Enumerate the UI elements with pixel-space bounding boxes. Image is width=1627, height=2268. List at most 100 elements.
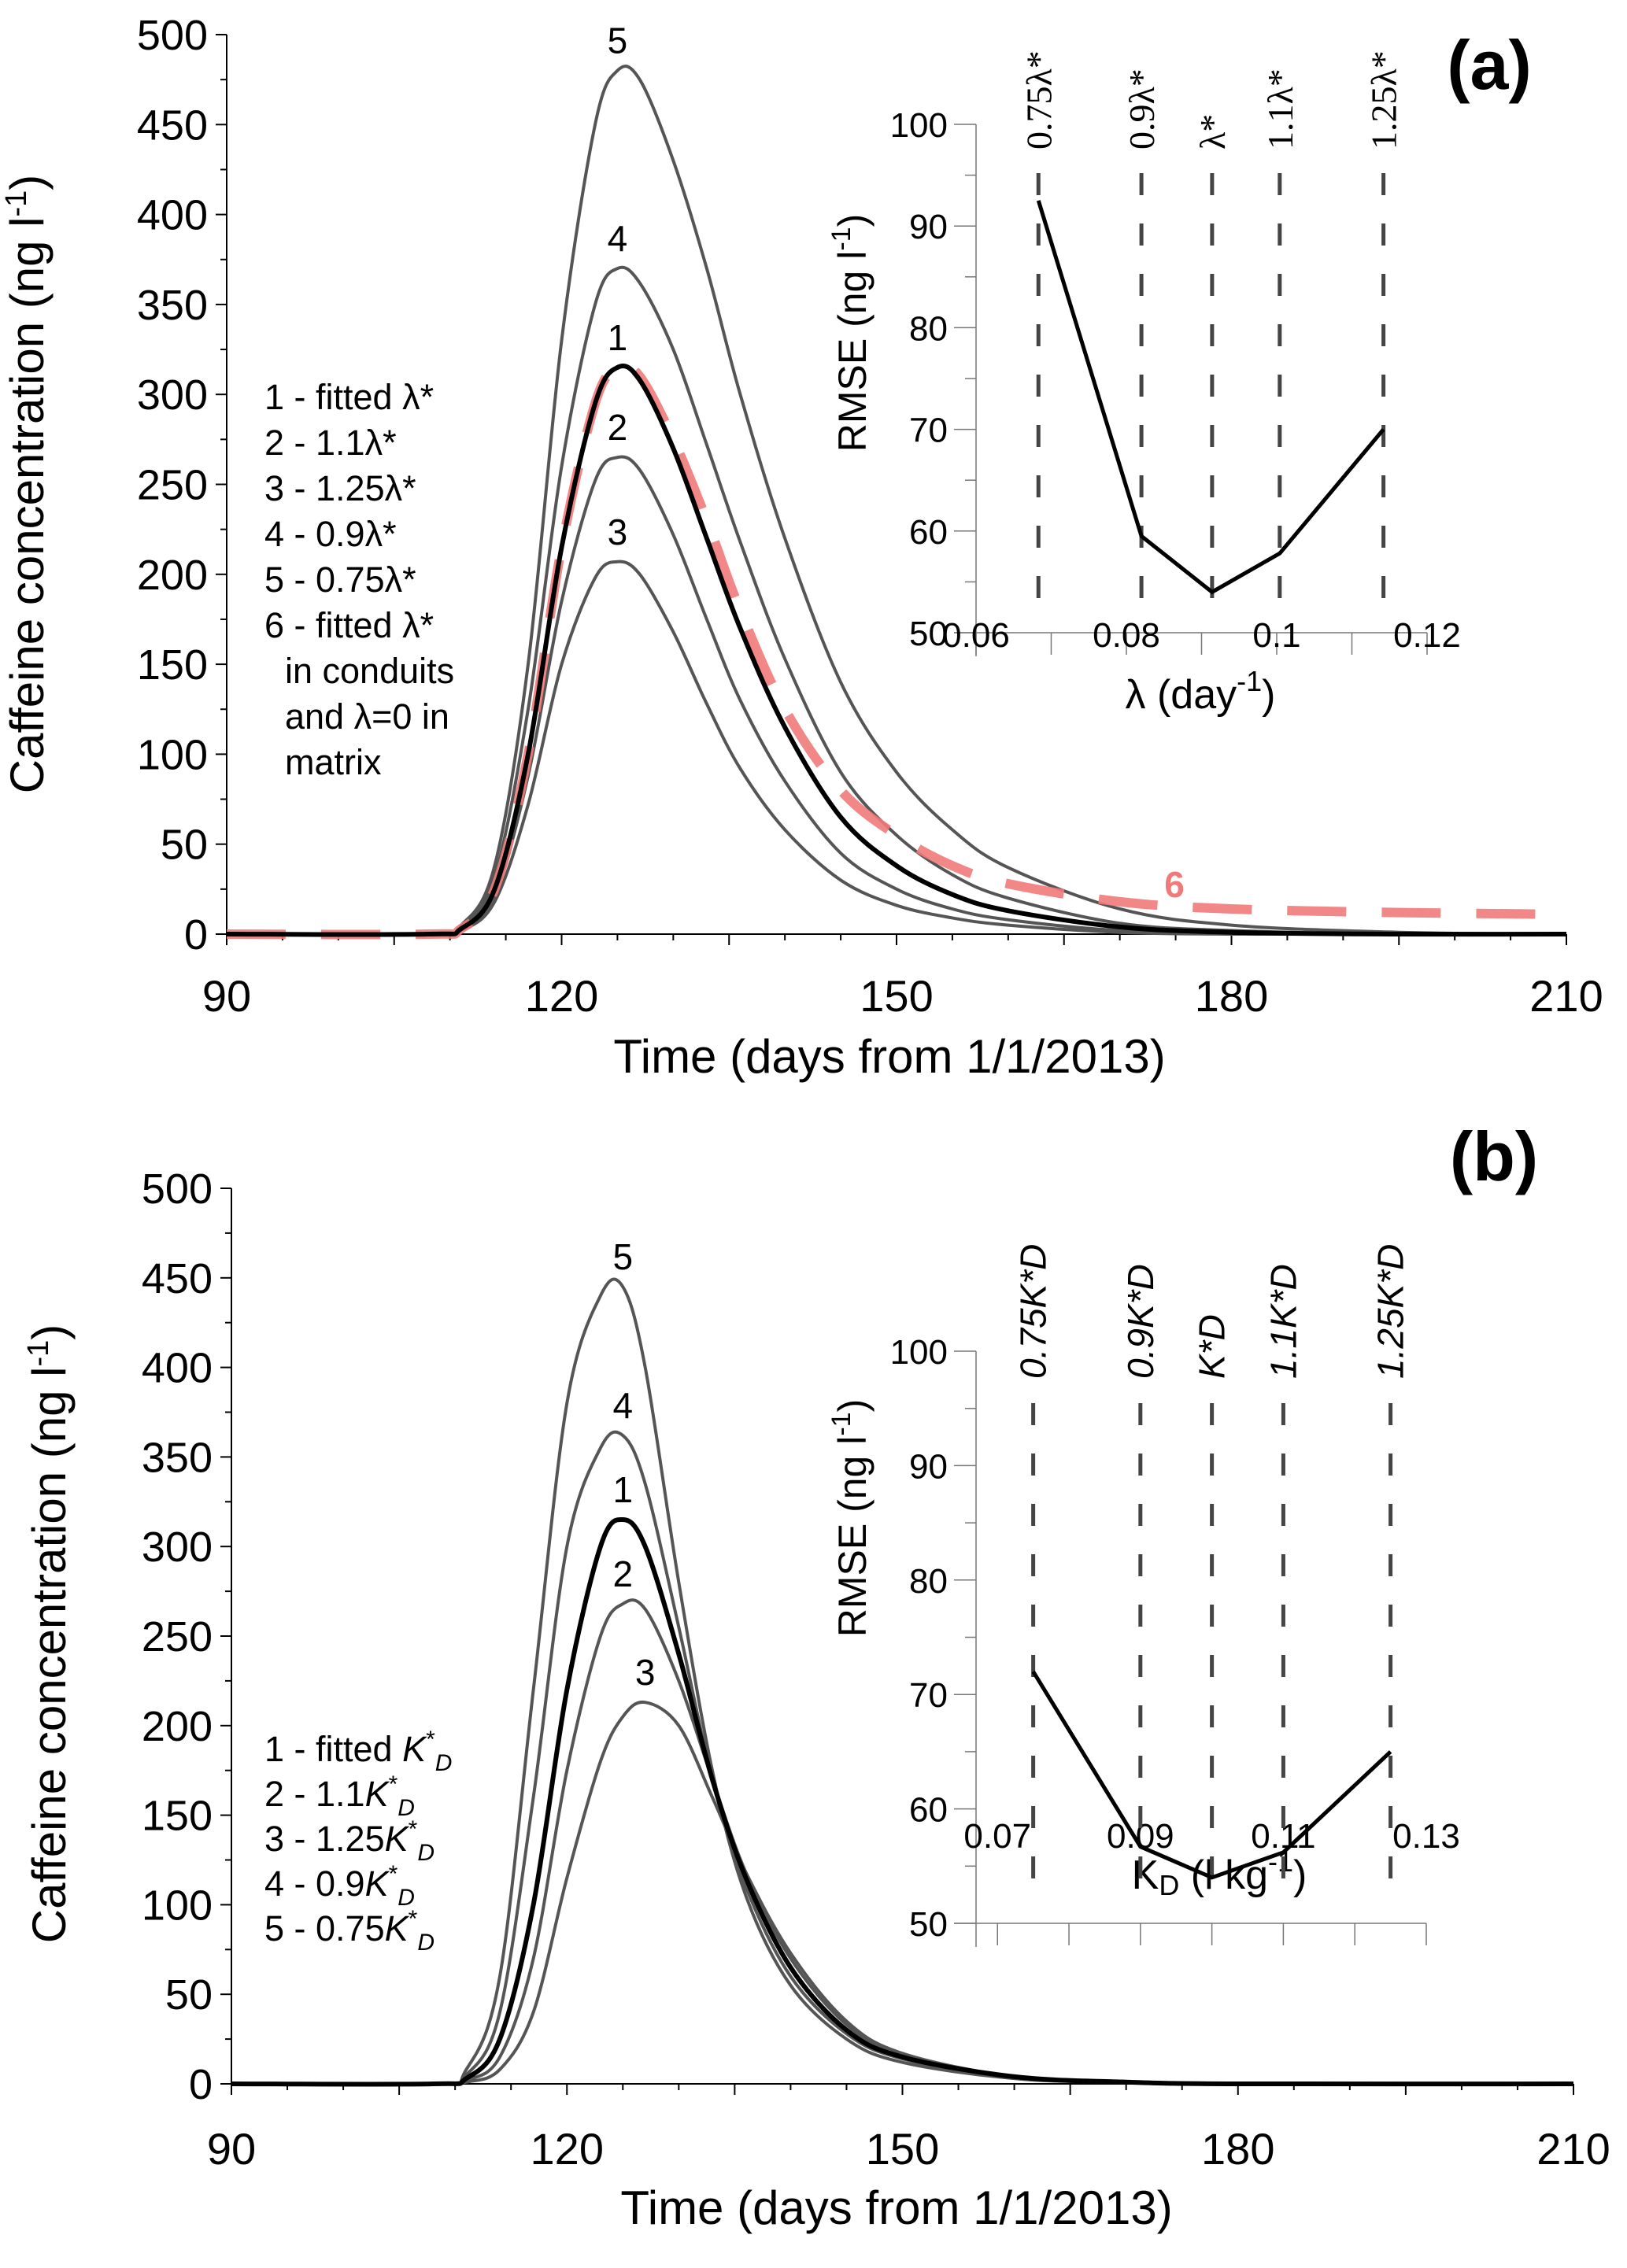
legend-symbol: K [402, 1729, 427, 1769]
inset-x-title-text: K [1132, 1852, 1159, 1898]
x-tick-label: 120 [525, 971, 598, 1021]
x-tick-label: 90 [207, 2124, 256, 2174]
y-tick-label: 400 [137, 192, 208, 239]
inset-y-axis-title: RMSE (ng l-1) [826, 214, 875, 452]
series-label-2: 2 [608, 407, 628, 448]
legend-item: and λ=0 in [285, 696, 449, 737]
y-tick-label: 0 [184, 911, 208, 959]
y-tick-label: 350 [137, 282, 208, 329]
inset-y-title-end: ) [830, 214, 875, 227]
y-tick-label: 250 [142, 1613, 213, 1660]
inset-x-tick-label: 0.08 [1093, 616, 1160, 655]
inset-x-tick-label: 0.12 [1393, 616, 1461, 655]
inset-y-tick-label: 60 [909, 1791, 948, 1830]
series-line-3 [231, 1700, 1574, 2086]
legend-sup: * [409, 1816, 418, 1842]
legend-prefix: 2 - 1.1 [264, 1774, 365, 1814]
legend-sup: * [409, 1906, 418, 1932]
inset-marker-label: 1.1λ* [1260, 68, 1300, 150]
inset-y-tick-label: 70 [909, 1676, 948, 1715]
inset-x-tick-label: 0.13 [1392, 1817, 1460, 1856]
inset-marker-label: 0.9K*D [1120, 1264, 1161, 1379]
y-axis-title-text: Caffeine concentration (ng l [1, 217, 54, 794]
y-axis-title-end: ) [23, 1324, 76, 1340]
y-tick-label: 200 [142, 1703, 213, 1750]
series-line-4 [226, 265, 1567, 936]
series-line-1 [226, 363, 1567, 937]
legend-item: 4 - 0.9λ* [264, 514, 397, 554]
series-line-3 [226, 560, 1566, 936]
x-tick-label: 150 [866, 2124, 939, 2174]
legend-prefix: 5 - 0.75 [264, 1908, 385, 1948]
inset-x-title-sub: D [1159, 1869, 1179, 1901]
legend-item: 2 - 1.1K*D [264, 1771, 415, 1821]
x-tick-label: 180 [1195, 971, 1268, 1021]
inset-y-tick-label: 80 [909, 309, 948, 348]
legend-item: 1 - fitted K*D [264, 1727, 452, 1776]
x-axis-title: Time (days from 1/1/2013) [613, 1030, 1165, 1083]
y-tick-label: 500 [137, 12, 208, 59]
inset-y-tick-label: 70 [909, 412, 948, 450]
series-label-4: 4 [608, 218, 628, 259]
inset-x-title-text: λ (day [1126, 672, 1237, 718]
legend-item: 5 - 0.75λ* [264, 560, 416, 600]
series-line-1 [231, 1517, 1574, 2087]
legend-symbol: K [385, 1908, 410, 1948]
inset-rmse-line [1036, 200, 1385, 595]
inset-rmse-line [1031, 1670, 1392, 1880]
inset-marker-label: 1.25K*D [1370, 1244, 1411, 1379]
inset-y-tick-label: 60 [909, 513, 948, 552]
inset-y-title-text: RMSE (ng l [830, 1436, 875, 1638]
y-tick-label: 500 [142, 1165, 213, 1213]
x-tick-label: 90 [202, 971, 251, 1021]
series-label-4: 4 [612, 1385, 633, 1426]
x-tick-label: 120 [531, 2124, 604, 2174]
legend-sub: D [435, 1750, 453, 1776]
legend-symbol: K [365, 1864, 390, 1904]
inset-y-tick-label: 80 [909, 1562, 948, 1601]
y-tick-label: 250 [137, 462, 208, 509]
legend-sub: D [398, 1885, 415, 1911]
y-tick-label: 300 [142, 1524, 213, 1571]
inset-marker-label: 1.25λ* [1364, 50, 1404, 150]
panel-label: (b) [1450, 1117, 1538, 1195]
y-tick-label: 0 [189, 2061, 213, 2108]
y-tick-label: 100 [142, 1882, 213, 1929]
legend-item: matrix [285, 742, 382, 782]
legend-item: 6 - fitted λ* [264, 605, 434, 645]
inset-y-tick-label: 90 [909, 1447, 948, 1486]
y-tick-label: 350 [142, 1434, 213, 1481]
inset-y-tick-label: 100 [890, 106, 948, 145]
series-label-2: 2 [612, 1553, 633, 1594]
x-tick-label: 210 [1536, 2124, 1610, 2174]
series-label-3: 3 [608, 512, 628, 552]
y-tick-label: 50 [161, 822, 208, 869]
legend-item: 4 - 0.9K*D [264, 1861, 415, 1911]
inset-marker-label: 0.75λ* [1019, 50, 1059, 150]
inset-y-tick-label: 100 [890, 1333, 948, 1372]
series-label-3: 3 [635, 1652, 656, 1693]
legend-symbol: K [365, 1774, 390, 1814]
inset-y-title-text: RMSE (ng l [830, 251, 875, 452]
y-axis-title-text: Caffeine concentration (ng l [23, 1367, 76, 1944]
inset-x-tick-label: 0.1 [1252, 616, 1300, 655]
series-label-1: 1 [608, 317, 628, 358]
inset-x-title-sup: -1 [1268, 1845, 1293, 1878]
inset-x-title-end: ) [1262, 672, 1275, 718]
y-axis-title-end: ) [1, 175, 54, 190]
inset-x-title-end: ) [1293, 1852, 1307, 1898]
inset-marker-label: 1.1K*D [1263, 1264, 1303, 1379]
series-label-1: 1 [612, 1469, 633, 1510]
legend-sup: * [426, 1727, 435, 1753]
inset-marker-label: 0.9λ* [1122, 68, 1162, 150]
inset-y-title-end: ) [830, 1399, 875, 1413]
inset-x-tick-label: 0.06 [942, 616, 1010, 655]
series-line-2 [226, 455, 1567, 936]
legend-item: 1 - fitted λ* [264, 377, 434, 417]
inset-y-tick-label: 90 [909, 208, 948, 246]
legend-symbol: K [385, 1819, 410, 1859]
x-axis-title: Time (days from 1/1/2013) [620, 2181, 1172, 2234]
inset-y-title-sup: -1 [826, 227, 856, 250]
